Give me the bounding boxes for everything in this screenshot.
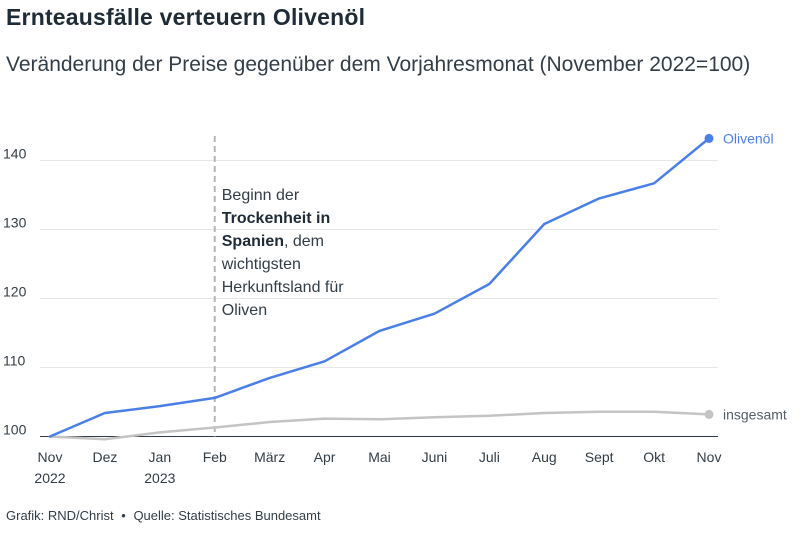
x-tick-label: Feb bbox=[203, 449, 227, 465]
x-tick-label: Okt bbox=[643, 449, 665, 465]
x-tick-label: Jan 2023 bbox=[144, 449, 175, 486]
x-tick-label: Juni bbox=[422, 449, 448, 465]
chart-subtitle: Veränderung der Preise gegenüber dem Vor… bbox=[6, 53, 751, 76]
credit-text: Grafik: RND/Christ bbox=[6, 508, 114, 523]
series-label: Olivenöl bbox=[723, 130, 774, 146]
source-text: Quelle: Statistisches Bundesamt bbox=[133, 508, 321, 523]
y-tick-label: 100 bbox=[3, 422, 27, 438]
x-tick-label: Apr bbox=[314, 449, 336, 465]
x-tick-label: Nov 2022 bbox=[34, 449, 65, 486]
x-tick-label: Juli bbox=[479, 449, 500, 465]
y-tick-label: 110 bbox=[3, 353, 26, 369]
x-tick-label: Dez bbox=[92, 449, 117, 465]
series-line-insgesamt bbox=[48, 410, 711, 441]
series-label: insgesamt bbox=[723, 406, 787, 422]
y-tick-label: 130 bbox=[3, 215, 27, 231]
series-endpoint-oliven-l bbox=[704, 133, 714, 143]
x-tick-label: Sept bbox=[585, 449, 614, 465]
series-line-oliven-l bbox=[48, 137, 711, 438]
y-tick-label: 120 bbox=[3, 284, 27, 300]
chart-title: Ernteausfälle verteuern Olivenöl bbox=[6, 4, 366, 30]
chart-footer: Grafik: RND/Christ • Quelle: Statistisch… bbox=[6, 508, 321, 523]
separator: • bbox=[121, 508, 126, 523]
x-tick-label: Mai bbox=[368, 449, 391, 465]
y-tick-label: 140 bbox=[3, 146, 27, 162]
x-tick-label: März bbox=[254, 449, 285, 465]
x-tick-label: Nov bbox=[697, 449, 722, 465]
annotation-text: Beginn der Trockenheit in Spanien, dem wich… bbox=[221, 187, 345, 319]
series-endpoint-insgesamt bbox=[704, 409, 714, 419]
x-tick-label: Aug bbox=[532, 449, 557, 465]
